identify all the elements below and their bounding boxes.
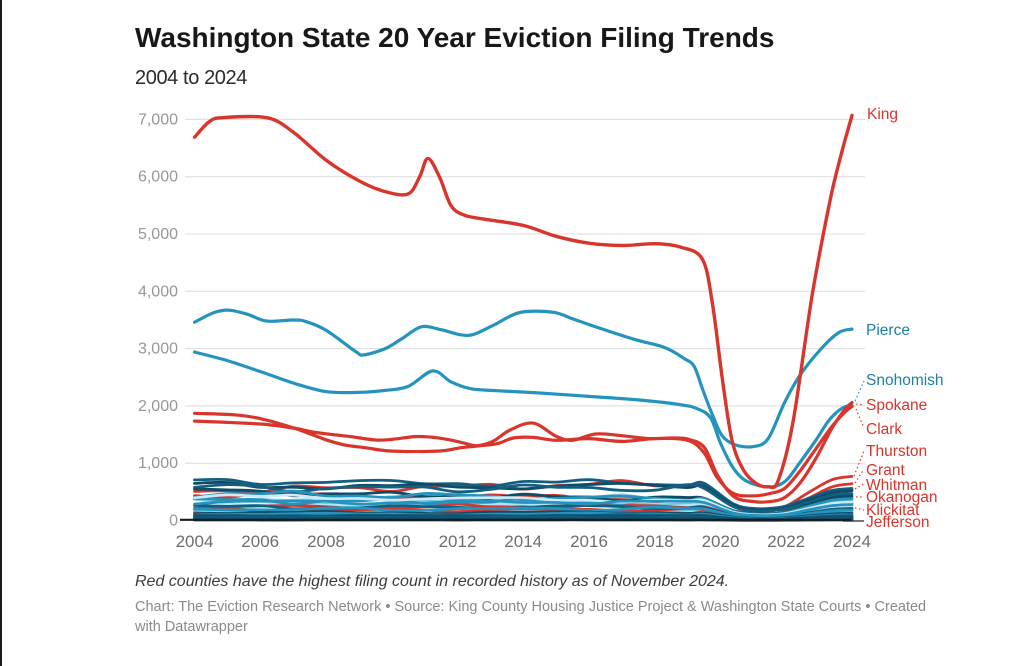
svg-text:Pierce: Pierce: [866, 322, 910, 339]
svg-text:Snohomish: Snohomish: [866, 372, 944, 389]
svg-text:2004: 2004: [176, 532, 214, 551]
svg-text:2018: 2018: [636, 532, 674, 551]
svg-text:2006: 2006: [241, 532, 279, 551]
svg-text:Spokane: Spokane: [866, 397, 927, 414]
svg-text:2008: 2008: [307, 532, 345, 551]
svg-text:4,000: 4,000: [138, 283, 178, 300]
svg-text:0: 0: [169, 513, 178, 530]
svg-text:1,000: 1,000: [138, 455, 178, 472]
svg-text:2014: 2014: [504, 532, 542, 551]
svg-text:Klickitat: Klickitat: [866, 502, 920, 519]
svg-text:3,000: 3,000: [138, 341, 178, 358]
svg-text:Jefferson: Jefferson: [866, 514, 929, 531]
svg-text:2024: 2024: [833, 532, 871, 551]
svg-text:2022: 2022: [767, 532, 805, 551]
svg-text:6,000: 6,000: [138, 169, 178, 186]
svg-text:King: King: [867, 106, 898, 123]
svg-text:Grant: Grant: [866, 462, 905, 479]
svg-text:Whitman: Whitman: [866, 477, 927, 494]
svg-text:2020: 2020: [702, 532, 740, 551]
svg-text:Clark: Clark: [866, 421, 902, 438]
svg-text:Thurston: Thurston: [866, 443, 927, 460]
svg-text:2012: 2012: [439, 532, 477, 551]
svg-text:5,000: 5,000: [138, 226, 178, 243]
svg-text:2010: 2010: [373, 532, 411, 551]
svg-text:Okanogan: Okanogan: [866, 489, 938, 506]
svg-text:2,000: 2,000: [138, 398, 178, 415]
svg-text:7,000: 7,000: [138, 111, 178, 128]
svg-text:2016: 2016: [570, 532, 608, 551]
